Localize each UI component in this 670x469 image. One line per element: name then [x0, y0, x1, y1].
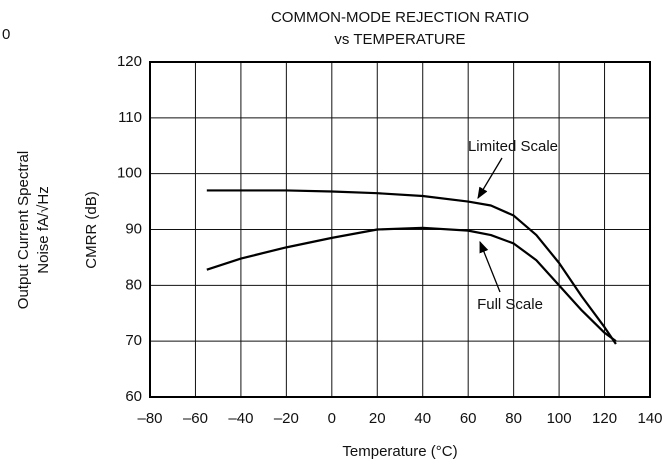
series-label: Full Scale — [477, 296, 543, 313]
y-tick-label: 70 — [125, 332, 142, 349]
y-axis-label: CMRR (dB) — [83, 191, 100, 269]
x-tick-label: –40 — [228, 410, 253, 427]
y-tick-label: 90 — [125, 220, 142, 237]
x-tick-label: 60 — [460, 410, 477, 427]
arrow — [477, 157, 503, 200]
y-tick-label: 110 — [118, 109, 142, 126]
y-tick-label: 80 — [125, 276, 142, 293]
x-tick-label: 40 — [414, 410, 431, 427]
y-tick-label: 60 — [125, 388, 142, 405]
x-tick-label: –60 — [183, 410, 208, 427]
x-tick-label: 100 — [547, 410, 572, 427]
series-label: Limited Scale — [468, 138, 558, 155]
line — [206, 226, 617, 343]
x-tick-label: 20 — [369, 410, 386, 427]
fragment-tick: 0 — [2, 26, 10, 43]
y-tick-label: 120 — [117, 53, 142, 70]
fragment-label: Noise fA/√Hz — [35, 186, 52, 273]
fragment-label: Output Current Spectral — [15, 151, 32, 309]
chart-title: vs TEMPERATURE — [334, 31, 465, 48]
arrow — [479, 240, 501, 293]
x-axis-label: Temperature (°C) — [342, 443, 457, 460]
x-tick-label: –20 — [274, 410, 299, 427]
x-tick-label: 0 — [328, 410, 336, 427]
chart-title: COMMON-MODE REJECTION RATIO — [271, 9, 529, 26]
x-tick-label: –80 — [137, 410, 162, 427]
x-tick-label: 140 — [637, 410, 662, 427]
x-tick-label: 120 — [592, 410, 617, 427]
plot-frame — [149, 61, 651, 398]
y-tick-label: 100 — [117, 165, 142, 182]
line — [206, 189, 617, 345]
x-tick-label: 80 — [505, 410, 522, 427]
